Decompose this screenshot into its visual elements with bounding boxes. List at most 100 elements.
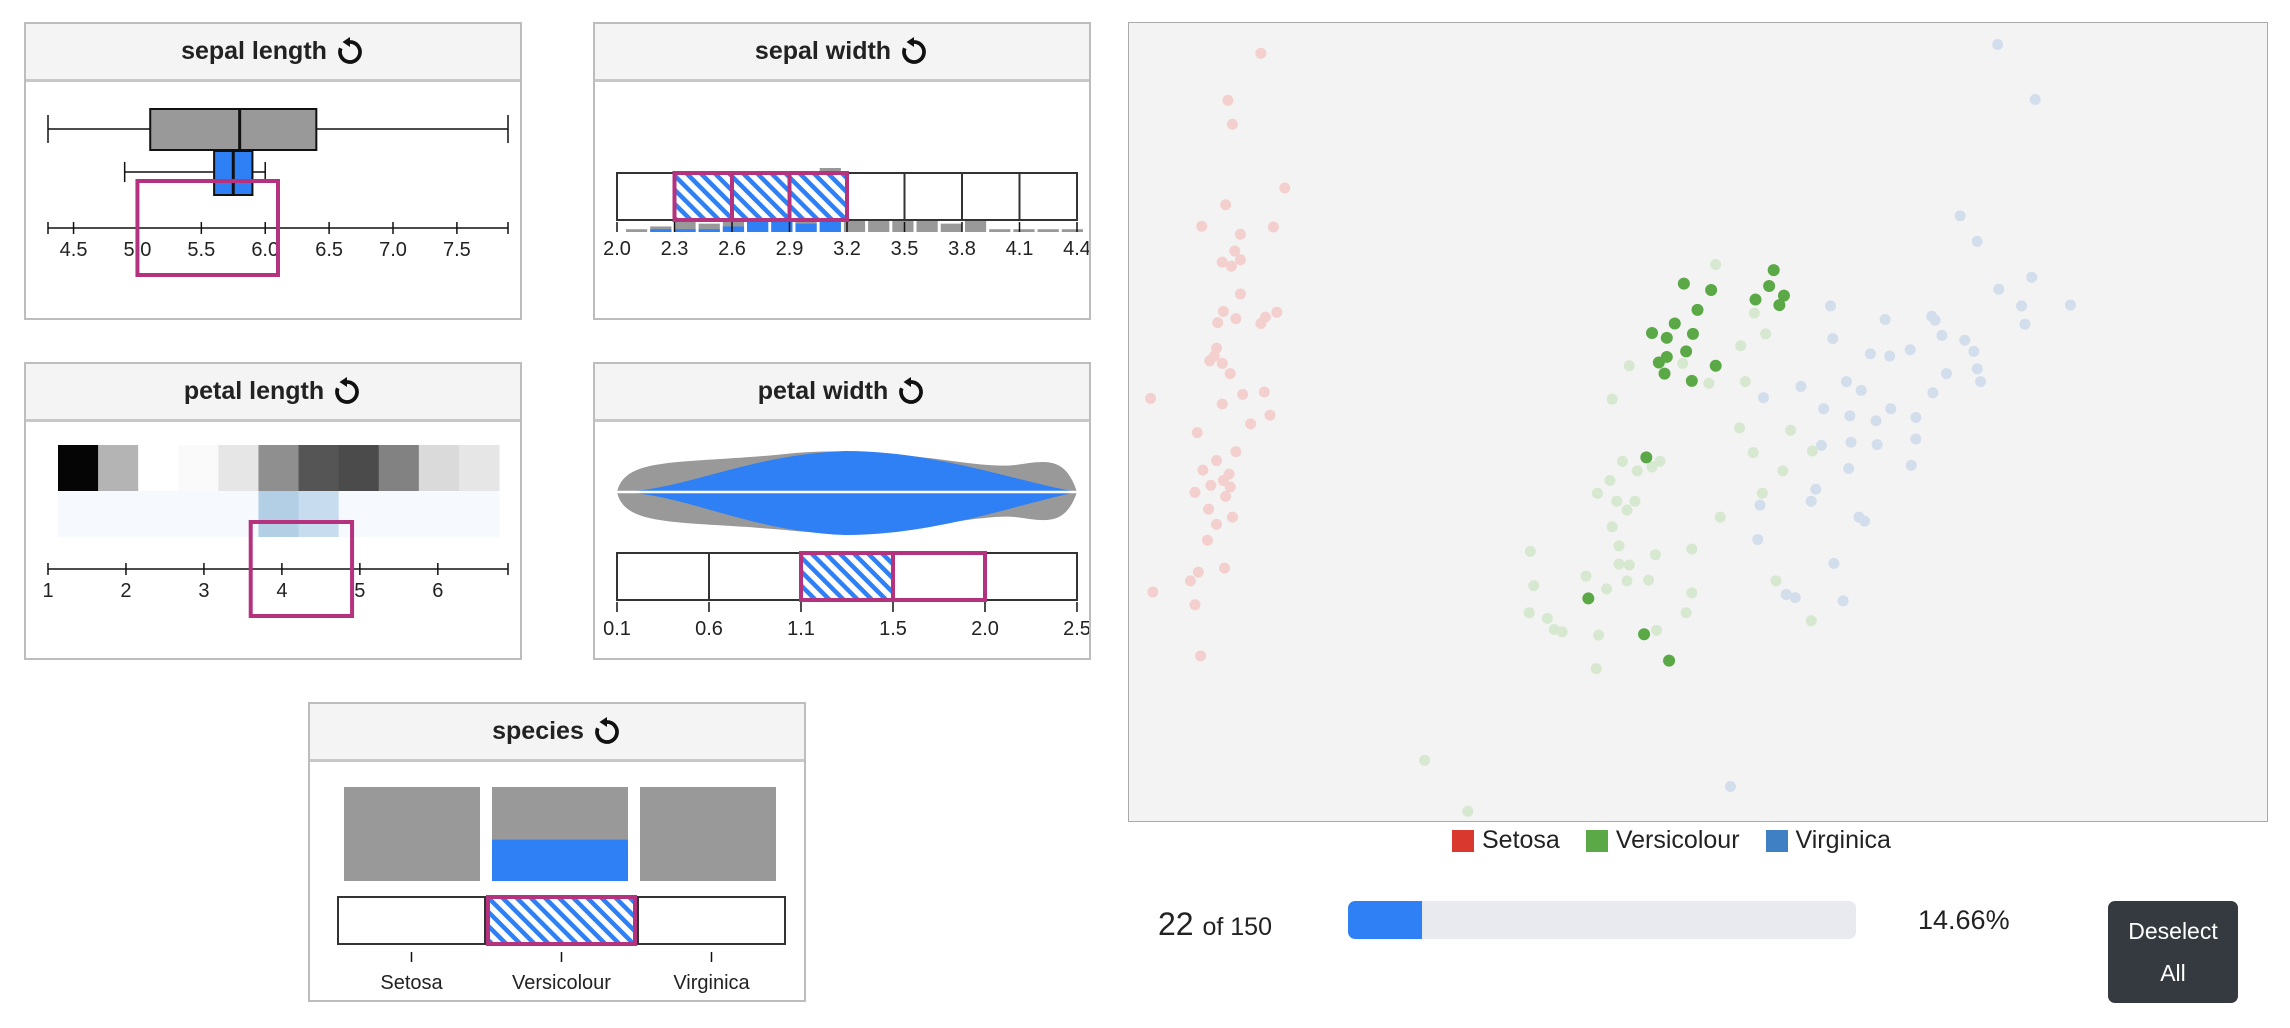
heatmap-cell [378, 445, 420, 491]
scatter-point-versicolour [1735, 340, 1747, 352]
reset-icon[interactable] [896, 376, 926, 407]
scatter-point-versicolour [1621, 504, 1633, 516]
scatter-point-selected [1767, 264, 1780, 277]
scatter-point-setosa [1220, 490, 1232, 502]
scatter-point-versicolour [1649, 549, 1661, 561]
scatter-point-versicolour [1805, 615, 1817, 627]
scatter-point-virginica [2064, 299, 2076, 311]
legend-label: Setosa [1482, 826, 1560, 854]
heatmap-cell [338, 445, 380, 491]
scatter-point-setosa [1229, 245, 1241, 257]
petal-length-panel: petal length 1 2 3 4 5 6 [24, 362, 522, 660]
scatter-point-versicolour [1623, 360, 1635, 372]
scatter-point-selected [1773, 299, 1786, 312]
scatter-point-virginica [1780, 588, 1792, 600]
tick-label: 3 [198, 580, 209, 602]
petal-length-heatmap[interactable]: 1 2 3 4 5 6 [26, 425, 520, 660]
scatter-canvas[interactable] [1129, 23, 2266, 820]
scatter-plot[interactable] [1128, 22, 2268, 822]
category-label: Virginica [673, 972, 750, 994]
tick-label: 6 [432, 580, 443, 602]
tick-label: 4.1 [1006, 238, 1034, 260]
selection-percent: 14.66% [1918, 905, 2010, 935]
scatter-point-versicolour [1613, 558, 1625, 570]
scatter-point-virginica [1871, 439, 1883, 451]
petal-width-title: petal width [757, 377, 889, 405]
tick-label: 5.5 [187, 239, 215, 261]
reset-icon[interactable] [332, 376, 362, 407]
tick-label: 4.5 [60, 239, 88, 261]
species-bar-chart[interactable]: Setosa Versicolour Virginica [310, 765, 804, 1002]
bin-cell [616, 172, 676, 221]
scatter-point-setosa [1230, 313, 1242, 325]
scatter-point-setosa [1258, 386, 1270, 398]
sepal-width-histogram[interactable]: 2.0 2.3 2.6 2.9 3.2 3.5 3.8 4.1 4.4 [595, 85, 1089, 320]
scatter-point-setosa [1226, 511, 1238, 523]
scatter-point-versicolour [1770, 575, 1782, 587]
scatter-point-virginica [1870, 415, 1882, 427]
reset-icon[interactable] [335, 36, 365, 67]
scatter-point-virginica [1905, 459, 1917, 471]
scatter-point-versicolour [1646, 461, 1658, 473]
scatter-point-versicolour [1654, 455, 1666, 467]
tick-label: 2.5 [1063, 618, 1089, 640]
scatter-point-versicolour [1710, 258, 1722, 270]
petal-width-violin[interactable]: 0.1 0.6 1.1 1.5 2.0 2.5 [595, 425, 1089, 660]
scatter-point-setosa [1211, 342, 1223, 354]
tick-label: 4 [276, 580, 287, 602]
category-cell [337, 896, 486, 945]
scatter-point-versicolour [1686, 587, 1698, 599]
scatter-point-virginica [1754, 499, 1766, 511]
scatter-point-versicolour [1686, 543, 1698, 555]
tick-label: 1.1 [787, 618, 815, 640]
bin-cell [1018, 172, 1078, 221]
reset-icon[interactable] [899, 36, 929, 67]
scatter-point-setosa [1217, 306, 1229, 318]
scatter-point-versicolour [1606, 521, 1618, 533]
heatmap-cell-selected [178, 491, 219, 537]
scatter-point-virginica [1757, 392, 1769, 404]
selection-count: 22 of 150 [1158, 906, 1272, 943]
scatter-point-selected [1660, 331, 1673, 344]
scatter-point-virginica [2016, 300, 2028, 312]
legend-swatch-versicolour [1585, 829, 1608, 852]
scatter-point-virginica [1992, 39, 2004, 51]
selection-progress-fill [1348, 901, 1423, 939]
scatter-point-virginica [1810, 483, 1822, 495]
scatter-legend: Setosa Versicolour Virginica [1452, 826, 1891, 855]
scatter-point-setosa [1184, 575, 1196, 587]
tick-label: 1 [42, 580, 53, 602]
scatter-point-selected [1709, 359, 1722, 372]
scatter-point-virginica [1853, 511, 1865, 523]
histogram-bar [698, 223, 720, 232]
bin-cell [673, 172, 733, 221]
histogram-bar-selected [795, 223, 817, 232]
scatter-point-versicolour [1524, 545, 1536, 557]
species-bar [344, 787, 480, 881]
scatter-point-versicolour [1739, 376, 1751, 388]
scatter-point-versicolour [1714, 511, 1726, 523]
scatter-point-selected [1638, 628, 1651, 641]
scatter-point-versicolour [1616, 455, 1628, 467]
category-label: Versicolour [512, 972, 611, 994]
scatter-point-setosa [1226, 118, 1238, 130]
sepal-length-boxplot[interactable]: 4.5 5.0 5.5 6.0 6.5 7.0 7.5 [26, 85, 520, 320]
scatter-point-setosa [1191, 427, 1203, 439]
species-bar [640, 787, 776, 881]
scatter-point-versicolour [1604, 474, 1616, 486]
scatter-point-setosa [1196, 220, 1208, 232]
tick-label: 7.0 [379, 239, 407, 261]
tick-label: 5 [354, 580, 365, 602]
reset-icon[interactable] [592, 716, 622, 747]
scatter-point-setosa [1145, 392, 1157, 404]
scatter-point-versicolour [1651, 624, 1663, 636]
heatmap-cell [418, 445, 460, 491]
scatter-point-versicolour [1760, 328, 1772, 340]
scatter-point-versicolour [1593, 629, 1605, 641]
deselect-all-button[interactable]: Deselect All [2108, 901, 2238, 1003]
tick-label: 2 [120, 580, 131, 602]
scatter-point-virginica [1837, 595, 1849, 607]
scatter-point-setosa [1224, 368, 1236, 380]
petal-width-header: petal width [595, 364, 1089, 422]
histogram-bar-selected [674, 229, 696, 232]
